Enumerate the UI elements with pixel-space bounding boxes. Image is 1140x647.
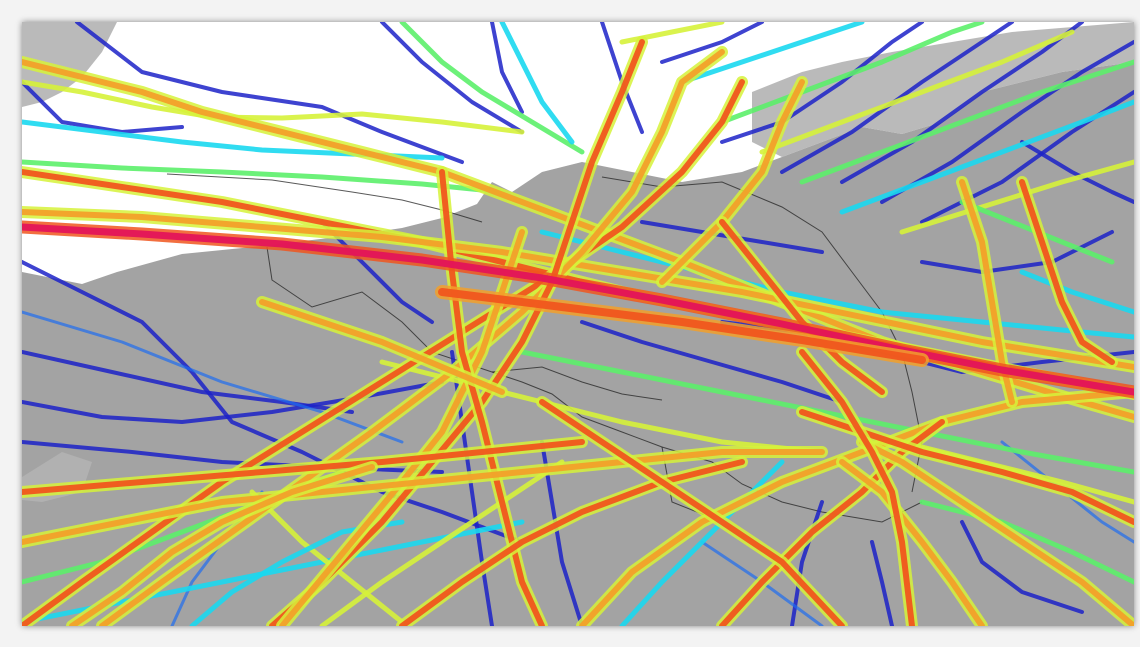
flight-route (799, 59, 1134, 185)
flight-route (399, 459, 745, 626)
flight-route (279, 229, 525, 626)
flight-route (22, 223, 1134, 396)
flight-route (22, 449, 825, 545)
flight-route (719, 22, 985, 125)
flight-density-map (22, 22, 1134, 626)
flight-route (720, 22, 924, 144)
flight-route (22, 380, 444, 424)
flight-route (580, 320, 844, 404)
flight-route (659, 79, 805, 285)
flight-route (1019, 179, 1115, 365)
flight-route (780, 22, 1014, 174)
flight-route (1020, 140, 1134, 204)
flight-route (22, 260, 524, 544)
flight-route (840, 22, 1084, 184)
flight-route (22, 159, 505, 195)
flight-route (259, 299, 505, 395)
flight-route (539, 399, 845, 626)
flight-route (22, 80, 184, 134)
flight-route (320, 220, 434, 324)
flight-route (839, 459, 985, 626)
flight-route (439, 169, 545, 626)
flight-route (499, 22, 575, 145)
flight-route (22, 439, 585, 495)
flight-route (960, 520, 1084, 614)
flight-route (919, 499, 1134, 585)
flight-route (319, 459, 565, 626)
flight-route (839, 99, 1134, 215)
flight-route (269, 39, 645, 626)
flight-route (880, 40, 1134, 204)
flight-route (380, 22, 524, 134)
flight-route (679, 22, 865, 85)
high-density-routes (22, 36, 1134, 626)
flight-route (75, 22, 464, 164)
flight-route (859, 439, 1134, 626)
flight-route (1000, 440, 1134, 544)
flight-route (660, 22, 764, 64)
flight-route (22, 310, 404, 444)
country-border (491, 366, 663, 401)
country-border (266, 246, 923, 523)
flight-route (438, 288, 926, 364)
low-density-routes (22, 22, 1134, 626)
medium-density-routes (22, 22, 1134, 626)
flight-route (249, 489, 405, 625)
flight-route (490, 22, 524, 114)
flight-route (69, 464, 375, 626)
map-canvas (22, 22, 1134, 626)
country-border (601, 176, 923, 493)
flight-route (920, 230, 1114, 274)
flight-route (539, 229, 1134, 340)
flight-route (399, 22, 585, 155)
flight-route (759, 29, 1075, 155)
flight-route (519, 349, 1134, 475)
flight-route (799, 349, 915, 626)
flight-route (1019, 269, 1134, 315)
flight-route (870, 540, 894, 626)
